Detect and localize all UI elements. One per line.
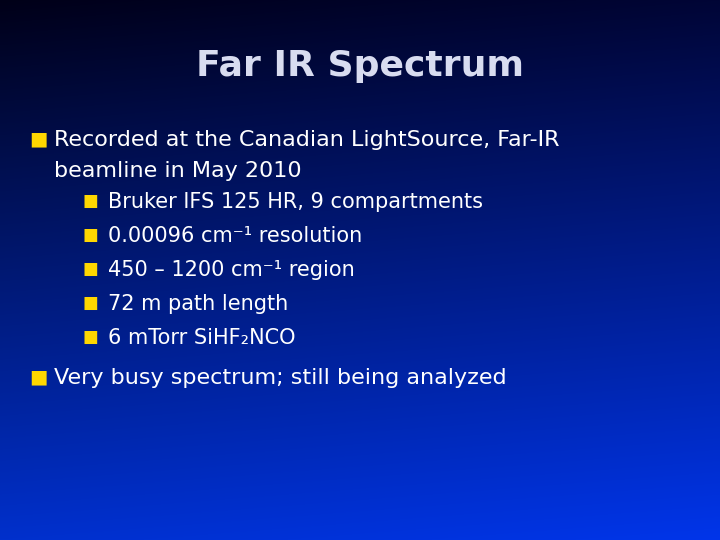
Text: beamline in May 2010: beamline in May 2010 xyxy=(54,161,302,181)
Text: 450 – 1200 cm⁻¹ region: 450 – 1200 cm⁻¹ region xyxy=(108,260,355,280)
Text: ■: ■ xyxy=(83,328,99,346)
Text: Bruker IFS 125 HR, 9 compartments: Bruker IFS 125 HR, 9 compartments xyxy=(108,192,483,212)
Text: ■: ■ xyxy=(83,260,99,278)
Text: 72 m path length: 72 m path length xyxy=(108,294,288,314)
Text: Far IR Spectrum: Far IR Spectrum xyxy=(196,49,524,83)
Text: ■: ■ xyxy=(83,294,99,312)
Text: ■: ■ xyxy=(83,226,99,244)
Text: 6 mTorr SiHF₂NCO: 6 mTorr SiHF₂NCO xyxy=(108,328,295,348)
Text: ■: ■ xyxy=(29,368,48,387)
Text: 0.00096 cm⁻¹ resolution: 0.00096 cm⁻¹ resolution xyxy=(108,226,362,246)
Text: ■: ■ xyxy=(83,192,99,210)
Text: Very busy spectrum; still being analyzed: Very busy spectrum; still being analyzed xyxy=(54,368,507,388)
Text: Recorded at the Canadian LightSource, Far-IR: Recorded at the Canadian LightSource, Fa… xyxy=(54,130,559,150)
Text: ■: ■ xyxy=(29,130,48,148)
